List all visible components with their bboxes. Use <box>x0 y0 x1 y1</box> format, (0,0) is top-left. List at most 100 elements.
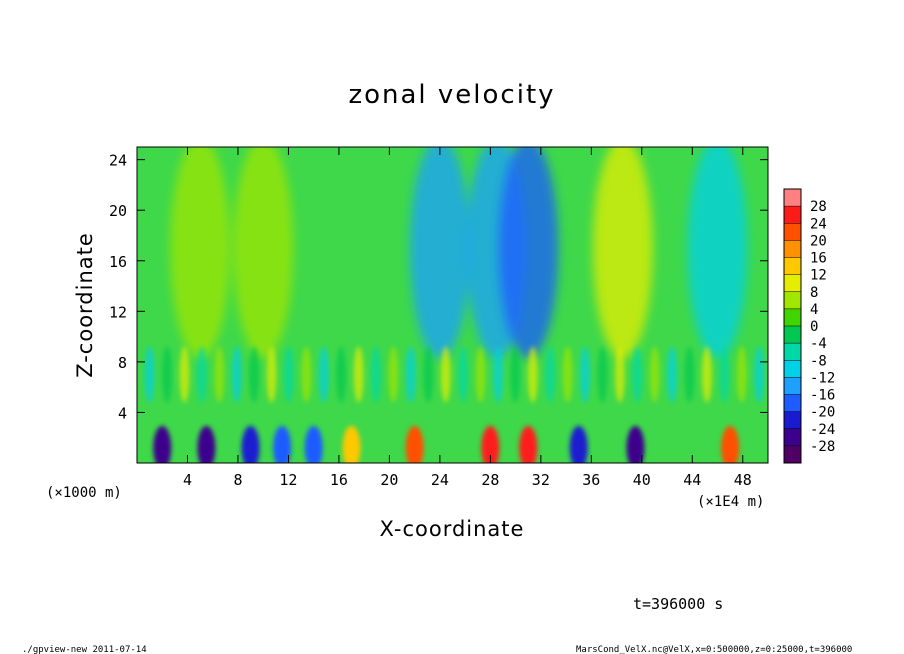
surface-feature <box>241 425 260 463</box>
colorbar-swatch <box>784 428 801 447</box>
colorbar-swatch <box>784 189 801 207</box>
colorbar-label: -20 <box>810 405 835 421</box>
mid-streak <box>649 346 660 403</box>
colorbar-swatch <box>784 326 801 344</box>
x-tick-label: 12 <box>279 471 297 489</box>
heat-field <box>170 147 748 359</box>
upper-band-blob <box>592 147 653 359</box>
colorbar-label: 0 <box>810 319 818 335</box>
mid-streak <box>353 346 364 403</box>
mid-streak <box>266 346 277 403</box>
x-tick-label: 32 <box>532 471 550 489</box>
mid-streak <box>475 346 486 403</box>
colorbar-label: -4 <box>810 336 827 352</box>
mid-streak <box>196 346 207 403</box>
x-tick-label: 24 <box>431 471 449 489</box>
colorbar-swatch <box>784 360 801 378</box>
mid-streak <box>458 346 469 403</box>
surface-feature <box>197 425 216 463</box>
colorbar-swatch <box>784 377 801 395</box>
colorbar-label: 20 <box>810 233 827 249</box>
y-axis: 4 8 12 16 20 24 <box>109 152 768 422</box>
colorbar-swatch <box>784 257 801 276</box>
y-tick-label: 20 <box>109 202 127 220</box>
colorbar-label: -16 <box>810 388 835 404</box>
footer-left: ./gpview-new 2011-07-14 <box>22 645 147 654</box>
y-tick-label: 16 <box>109 253 127 271</box>
colorbar-swatch <box>784 291 801 310</box>
mid-streak <box>667 346 678 403</box>
mid-streak <box>719 346 730 403</box>
colorbar-swatch <box>784 223 801 241</box>
surface-feature <box>481 425 500 463</box>
x-axis-label: X-coordinate <box>380 517 525 541</box>
mid-streak <box>614 346 625 403</box>
mid-streak <box>736 346 747 403</box>
mid-streak <box>405 346 416 403</box>
colorbar-label: 4 <box>810 302 818 318</box>
colorbar-swatch <box>784 308 801 327</box>
colorbar-label: -8 <box>810 353 827 369</box>
mid-streak <box>580 346 591 403</box>
colorbar-label: -24 <box>810 422 835 438</box>
x-tick-label: 20 <box>380 471 398 489</box>
x-tick-label: 28 <box>481 471 499 489</box>
x-tick-label: 4 <box>183 471 192 489</box>
mid-streak <box>510 346 521 403</box>
surface-feature <box>342 425 361 463</box>
mid-streak <box>318 346 329 403</box>
x-unit-right: (×1E4 m) <box>697 494 764 510</box>
mid-streak <box>249 346 260 403</box>
time-label: t=396000 s <box>633 595 723 613</box>
x-tick-label: 36 <box>582 471 600 489</box>
mid-streak <box>231 346 242 403</box>
x-tick-label: 48 <box>734 471 752 489</box>
x-tick-label: 8 <box>233 471 242 489</box>
surface-feature <box>519 425 538 463</box>
colorbar-label: -28 <box>810 439 835 455</box>
colorbar-swatch <box>784 343 801 361</box>
mid-streak <box>144 346 155 403</box>
y-tick-label: 24 <box>109 152 127 170</box>
mid-streak <box>440 346 451 403</box>
mid-streak <box>162 346 173 403</box>
surface-feature <box>721 425 740 463</box>
upper-band-blob <box>233 147 294 359</box>
footer-right: MarsCond_VelX.nc@VelX,x=0:500000,z=0:250… <box>576 645 852 654</box>
colorbar-swatch <box>784 445 801 464</box>
colorbar-swatch <box>784 240 801 258</box>
colorbar-label: 28 <box>810 199 827 215</box>
surface-feature <box>153 425 172 463</box>
colorbar-label: 24 <box>810 216 827 232</box>
colorbar-swatch <box>784 411 801 430</box>
mid-streak <box>214 346 225 403</box>
y-tick-label: 12 <box>109 303 127 321</box>
surface-feature <box>569 425 588 463</box>
colorbar-swatch <box>784 274 801 293</box>
surface-feature <box>304 425 323 463</box>
plot-frame <box>136 146 769 464</box>
chart-title: zonal velocity <box>348 80 555 110</box>
x-tick-label: 40 <box>633 471 651 489</box>
mid-streak <box>562 346 573 403</box>
colorbar-label: -12 <box>810 370 835 386</box>
mid-streak <box>371 346 382 403</box>
y-tick-label: 4 <box>118 404 127 422</box>
y-axis-label: Z-coordinate <box>73 232 97 378</box>
upper-band-blob <box>170 147 231 359</box>
x-tick-label: 44 <box>683 471 701 489</box>
surface-feature <box>626 425 645 463</box>
mid-streak <box>684 346 695 403</box>
mid-streak <box>597 346 608 403</box>
colorbar-label: 8 <box>810 285 818 301</box>
mid-streak <box>179 346 190 403</box>
mid-streak <box>701 346 712 403</box>
mid-streak <box>527 346 538 403</box>
y-tick-label: 8 <box>118 354 127 372</box>
colorbar-label: 16 <box>810 251 827 267</box>
mid-streak <box>301 346 312 403</box>
plot-area <box>137 147 768 463</box>
mid-streak <box>336 346 347 403</box>
